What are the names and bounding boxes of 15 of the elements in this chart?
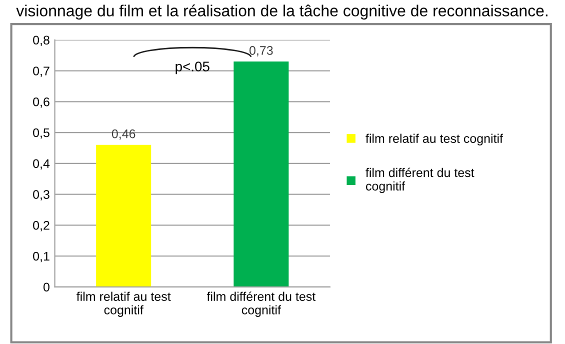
- data-label: 0,73: [249, 46, 273, 56]
- annotation: p<.05: [176, 62, 210, 74]
- y-tick-label: 0,1: [33, 252, 50, 262]
- chart-title: visionnage du film et la réalisation de la tâche cognitive de reconnaissance.: [16, 4, 548, 20]
- legend-label: film relatif au test cognitif: [366, 134, 504, 146]
- y-tick-label: 0,8: [33, 36, 50, 46]
- y-tick-label: 0,2: [33, 220, 50, 232]
- y-tick-label: 0,4: [33, 159, 50, 170]
- y-tick-label: 0,3: [33, 190, 50, 200]
- y-tick-label: 0,7: [33, 66, 50, 77]
- y-tick-label: 0,5: [33, 128, 50, 139]
- y-tick-label: 0: [43, 282, 50, 292]
- y-tick-label: 0,6: [33, 97, 50, 108]
- legend-label: film différent du test cognitif: [366, 168, 474, 194]
- data-label: 0,46: [112, 129, 136, 140]
